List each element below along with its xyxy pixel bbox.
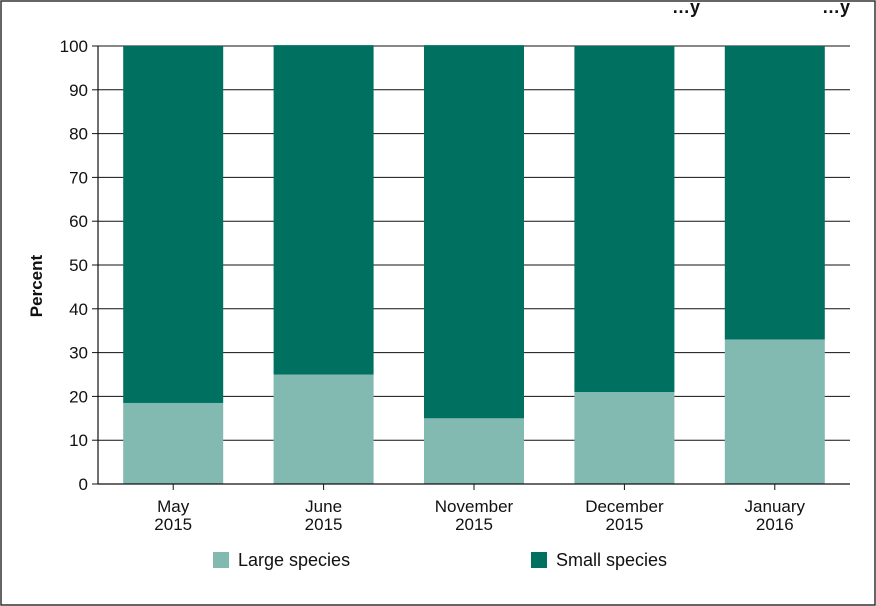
- y-tick-label: 90: [69, 81, 88, 100]
- bar-small-species: [273, 45, 374, 375]
- ticks-layer: 0 10 20 30 40 50 60 70 80 90 100: [60, 37, 776, 494]
- bar-large-species: [724, 339, 825, 484]
- y-tick-label: 0: [79, 475, 88, 494]
- x-tick-label: January 2016: [745, 497, 806, 534]
- y-tick-label: 50: [69, 256, 88, 275]
- x-tick-label: November 2015: [435, 497, 514, 534]
- legend: Large species Small species: [213, 550, 667, 570]
- y-tick-label: 20: [69, 387, 88, 406]
- legend-swatch: [531, 552, 547, 568]
- y-tick-label: 70: [69, 168, 88, 187]
- legend-label: Large species: [238, 550, 350, 570]
- bar-small-species: [123, 46, 224, 403]
- y-tick-label: 10: [69, 431, 88, 450]
- y-tick-label: 80: [69, 125, 88, 144]
- x-tick-label: June 2015: [305, 497, 343, 534]
- svg-text:…y: …y: [672, 0, 700, 17]
- x-tick-label: May 2015: [154, 497, 192, 534]
- bar-small-species: [724, 46, 825, 340]
- legend-swatch: [213, 552, 229, 568]
- y-tick-label: 40: [69, 300, 88, 319]
- bar-large-species: [273, 374, 374, 484]
- bar-small-species: [424, 45, 524, 419]
- y-tick-label: 60: [69, 212, 88, 231]
- x-axis-labels: May 2015 June 2015 November 2015 December 2015 J…: [154, 497, 805, 534]
- bar-large-species: [574, 392, 675, 484]
- legend-label: Small species: [556, 550, 667, 570]
- y-tick-label: 100: [60, 37, 88, 56]
- svg-text:…y: …y: [822, 0, 850, 17]
- bars-layer: [123, 45, 825, 484]
- bar-large-species: [424, 418, 524, 484]
- x-tick-label: December 2015: [585, 497, 664, 534]
- bar-small-species: [574, 46, 675, 393]
- y-axis-title: Percent: [27, 254, 46, 317]
- bar-large-species: [123, 402, 224, 484]
- cropped-header-fragment: …y …y: [672, 0, 850, 17]
- y-tick-label: 30: [69, 344, 88, 363]
